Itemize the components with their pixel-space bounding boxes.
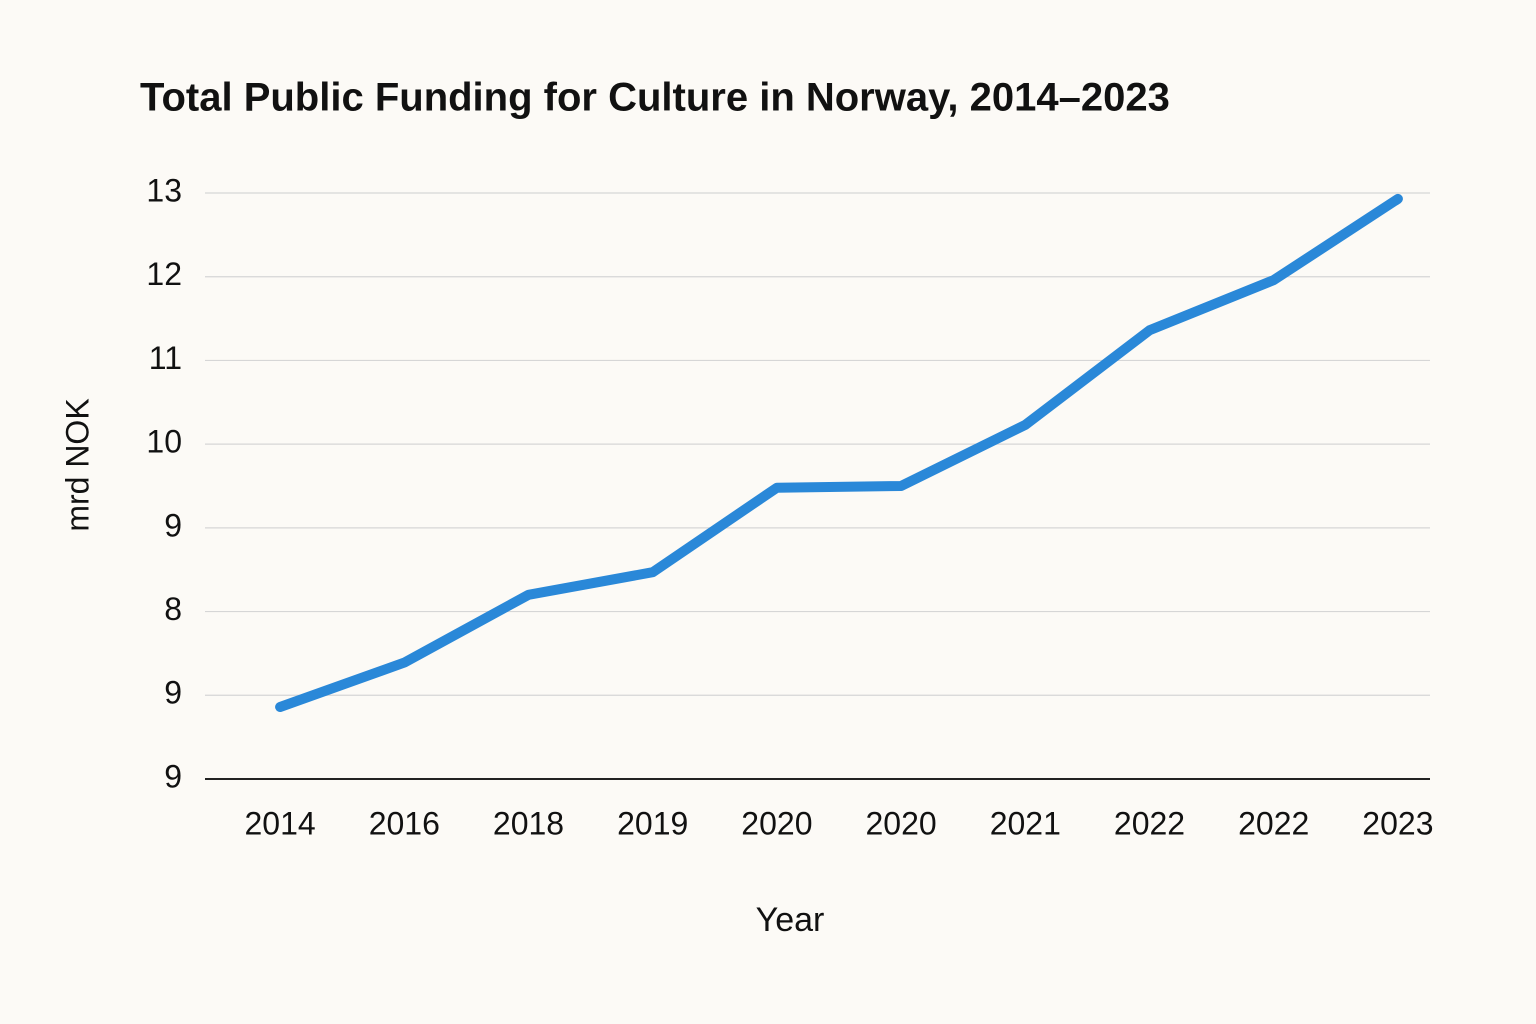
data-line — [275, 193, 1403, 712]
y-tick-label: 9 — [164, 758, 182, 794]
y-tick-label: 8 — [164, 591, 182, 627]
x-tick-label: 2020 — [741, 805, 812, 841]
y-tick-label: 12 — [146, 256, 182, 292]
y-tick-label: 9 — [164, 507, 182, 543]
y-tick-label: 13 — [146, 172, 182, 208]
y-axis-label: mrd NOK — [59, 398, 95, 531]
x-tick-label: 2018 — [493, 805, 564, 841]
x-tick-label: 2014 — [245, 805, 316, 841]
chart-title: Total Public Funding for Culture in Norw… — [140, 76, 1170, 120]
x-tick-label: 2022 — [1238, 805, 1309, 841]
y-tick-label: 9 — [164, 675, 182, 711]
x-tick-label: 2019 — [617, 805, 688, 841]
x-tick-label: 2020 — [866, 805, 937, 841]
x-axis-label: Year — [756, 901, 825, 939]
x-tick-label: 2022 — [1114, 805, 1185, 841]
y-tick-label: 11 — [149, 340, 182, 376]
x-tick-label: 2023 — [1362, 805, 1433, 841]
x-tick-label: 2021 — [990, 805, 1061, 841]
y-tick-label: 10 — [146, 424, 182, 460]
x-tick-label: 2016 — [369, 805, 440, 841]
